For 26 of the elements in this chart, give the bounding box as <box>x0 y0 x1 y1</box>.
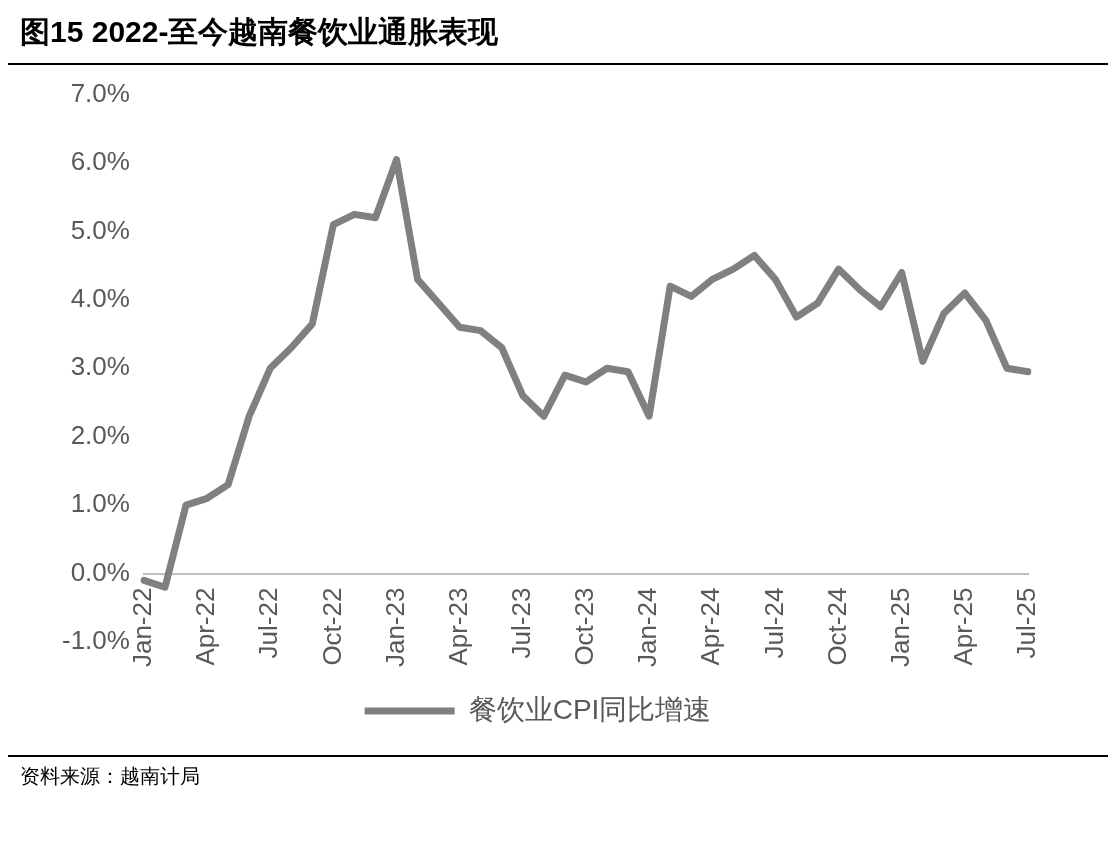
x-tick-label: Apr-25 <box>948 587 979 666</box>
x-tick-label: Apr-22 <box>190 587 221 666</box>
y-tick-label: 5.0% <box>70 214 130 245</box>
x-tick-label: Apr-23 <box>442 587 473 666</box>
y-tick-label: 0.0% <box>70 556 130 587</box>
x-tick-label: Jul-22 <box>253 587 284 659</box>
x-tick-label: Oct-23 <box>569 587 600 666</box>
y-tick-label: 7.0% <box>70 77 130 108</box>
y-tick-label: 6.0% <box>70 146 130 177</box>
text: 资料来源：越南计局 <box>20 764 201 789</box>
x-tick-label: Jul-24 <box>758 587 789 659</box>
x-tick-label: Apr-24 <box>695 587 726 666</box>
y-tick-label: 4.0% <box>70 283 130 314</box>
x-tick-label: Jan-25 <box>884 587 915 668</box>
y-tick-label: 2.0% <box>70 419 130 450</box>
x-tick-label: Jan-24 <box>632 587 663 668</box>
x-tick-label: Jul-25 <box>1011 587 1042 659</box>
y-tick-label: 1.0% <box>70 488 130 519</box>
x-tick-label: Jan-23 <box>379 587 410 668</box>
y-tick-label: 3.0% <box>70 351 130 382</box>
x-tick-label: Oct-24 <box>821 587 852 666</box>
legend-label: 餐饮业CPI同比增速 <box>468 693 712 725</box>
chart-title: 图15 2022-至今越南餐饮业通胀表现 <box>8 8 1108 65</box>
x-tick-label: Jul-23 <box>505 587 536 659</box>
y-tick-label: -1.0% <box>62 625 130 656</box>
x-tick-label: Oct-22 <box>316 587 347 666</box>
